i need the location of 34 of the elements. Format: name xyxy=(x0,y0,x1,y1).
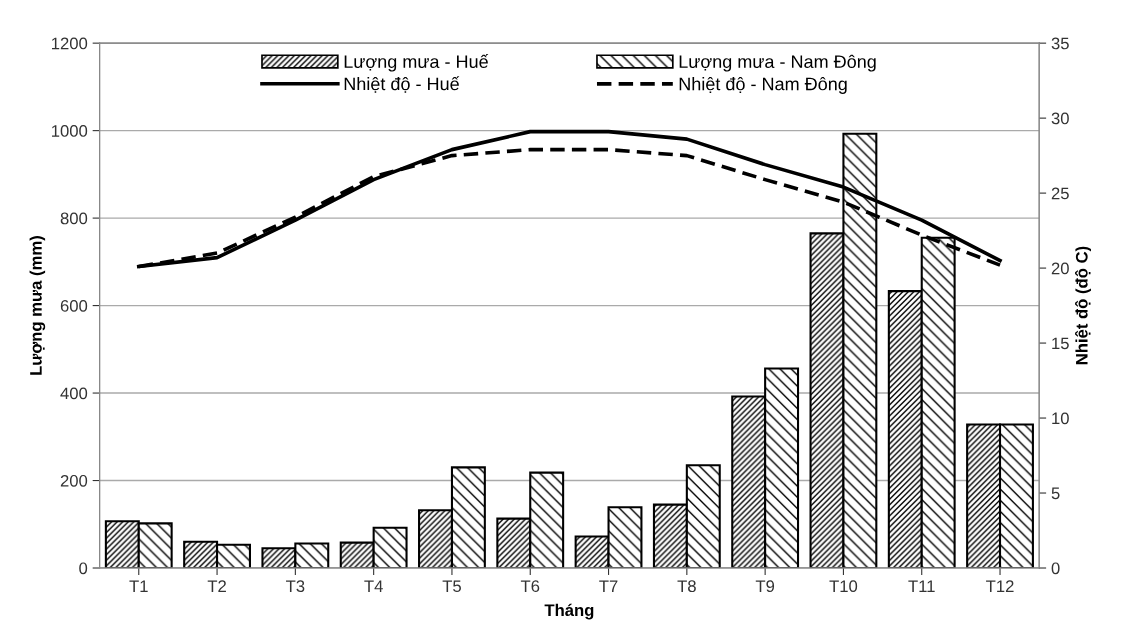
x-tick-label: T10 xyxy=(829,580,858,593)
x-tick-label: T2 xyxy=(207,580,226,592)
x-tick-label: T4 xyxy=(364,580,383,592)
x-tick-label: T6 xyxy=(520,580,540,593)
y2-tick-label: 25 xyxy=(1051,187,1069,200)
y-tick-label: 600 xyxy=(60,299,88,312)
x-axis-title: Tháng xyxy=(544,603,594,620)
x-tick-label: T12 xyxy=(986,580,1014,592)
y-tick-label: 200 xyxy=(60,474,88,487)
x-tick-label: T9 xyxy=(755,580,775,593)
y2-tick-label: 35 xyxy=(1051,37,1069,50)
x-tick-label: T8 xyxy=(677,580,696,593)
legend-label: Nhiệt độ - Huế xyxy=(344,76,460,93)
y2-tick-label: 30 xyxy=(1051,112,1069,125)
legend-label: Lượng mưa - Nam Đông xyxy=(679,54,876,72)
y2-tick-label: 10 xyxy=(1052,412,1069,425)
legend-label: Nhiệt độ - Nam Đông xyxy=(679,77,847,94)
y2-tick-label: 15 xyxy=(1052,337,1069,350)
x-tick-label: T5 xyxy=(442,580,461,593)
y-tick-label: 0 xyxy=(79,562,88,575)
x-tick-label: T7 xyxy=(599,580,618,592)
x-tick-label: T3 xyxy=(286,580,305,593)
x-tick-label: T11 xyxy=(908,580,935,592)
y2-tick-label: 20 xyxy=(1051,262,1069,275)
x-tick-label: T1 xyxy=(129,580,148,592)
y-tick-label: 1000 xyxy=(52,125,88,137)
y-tick-label: 400 xyxy=(60,387,88,400)
y-tick-label: 1200 xyxy=(52,37,88,50)
y2-tick-label: 5 xyxy=(1051,487,1060,500)
y-tick-label: 800 xyxy=(60,212,88,225)
y2-axis-title: Nhiệt độ (độ C) xyxy=(1075,246,1091,365)
legend-label: Lượng mưa - Huế xyxy=(344,53,489,72)
y2-tick-label: 0 xyxy=(1051,562,1060,575)
y-axis-title: Lượng mưa (mm) xyxy=(29,236,46,375)
